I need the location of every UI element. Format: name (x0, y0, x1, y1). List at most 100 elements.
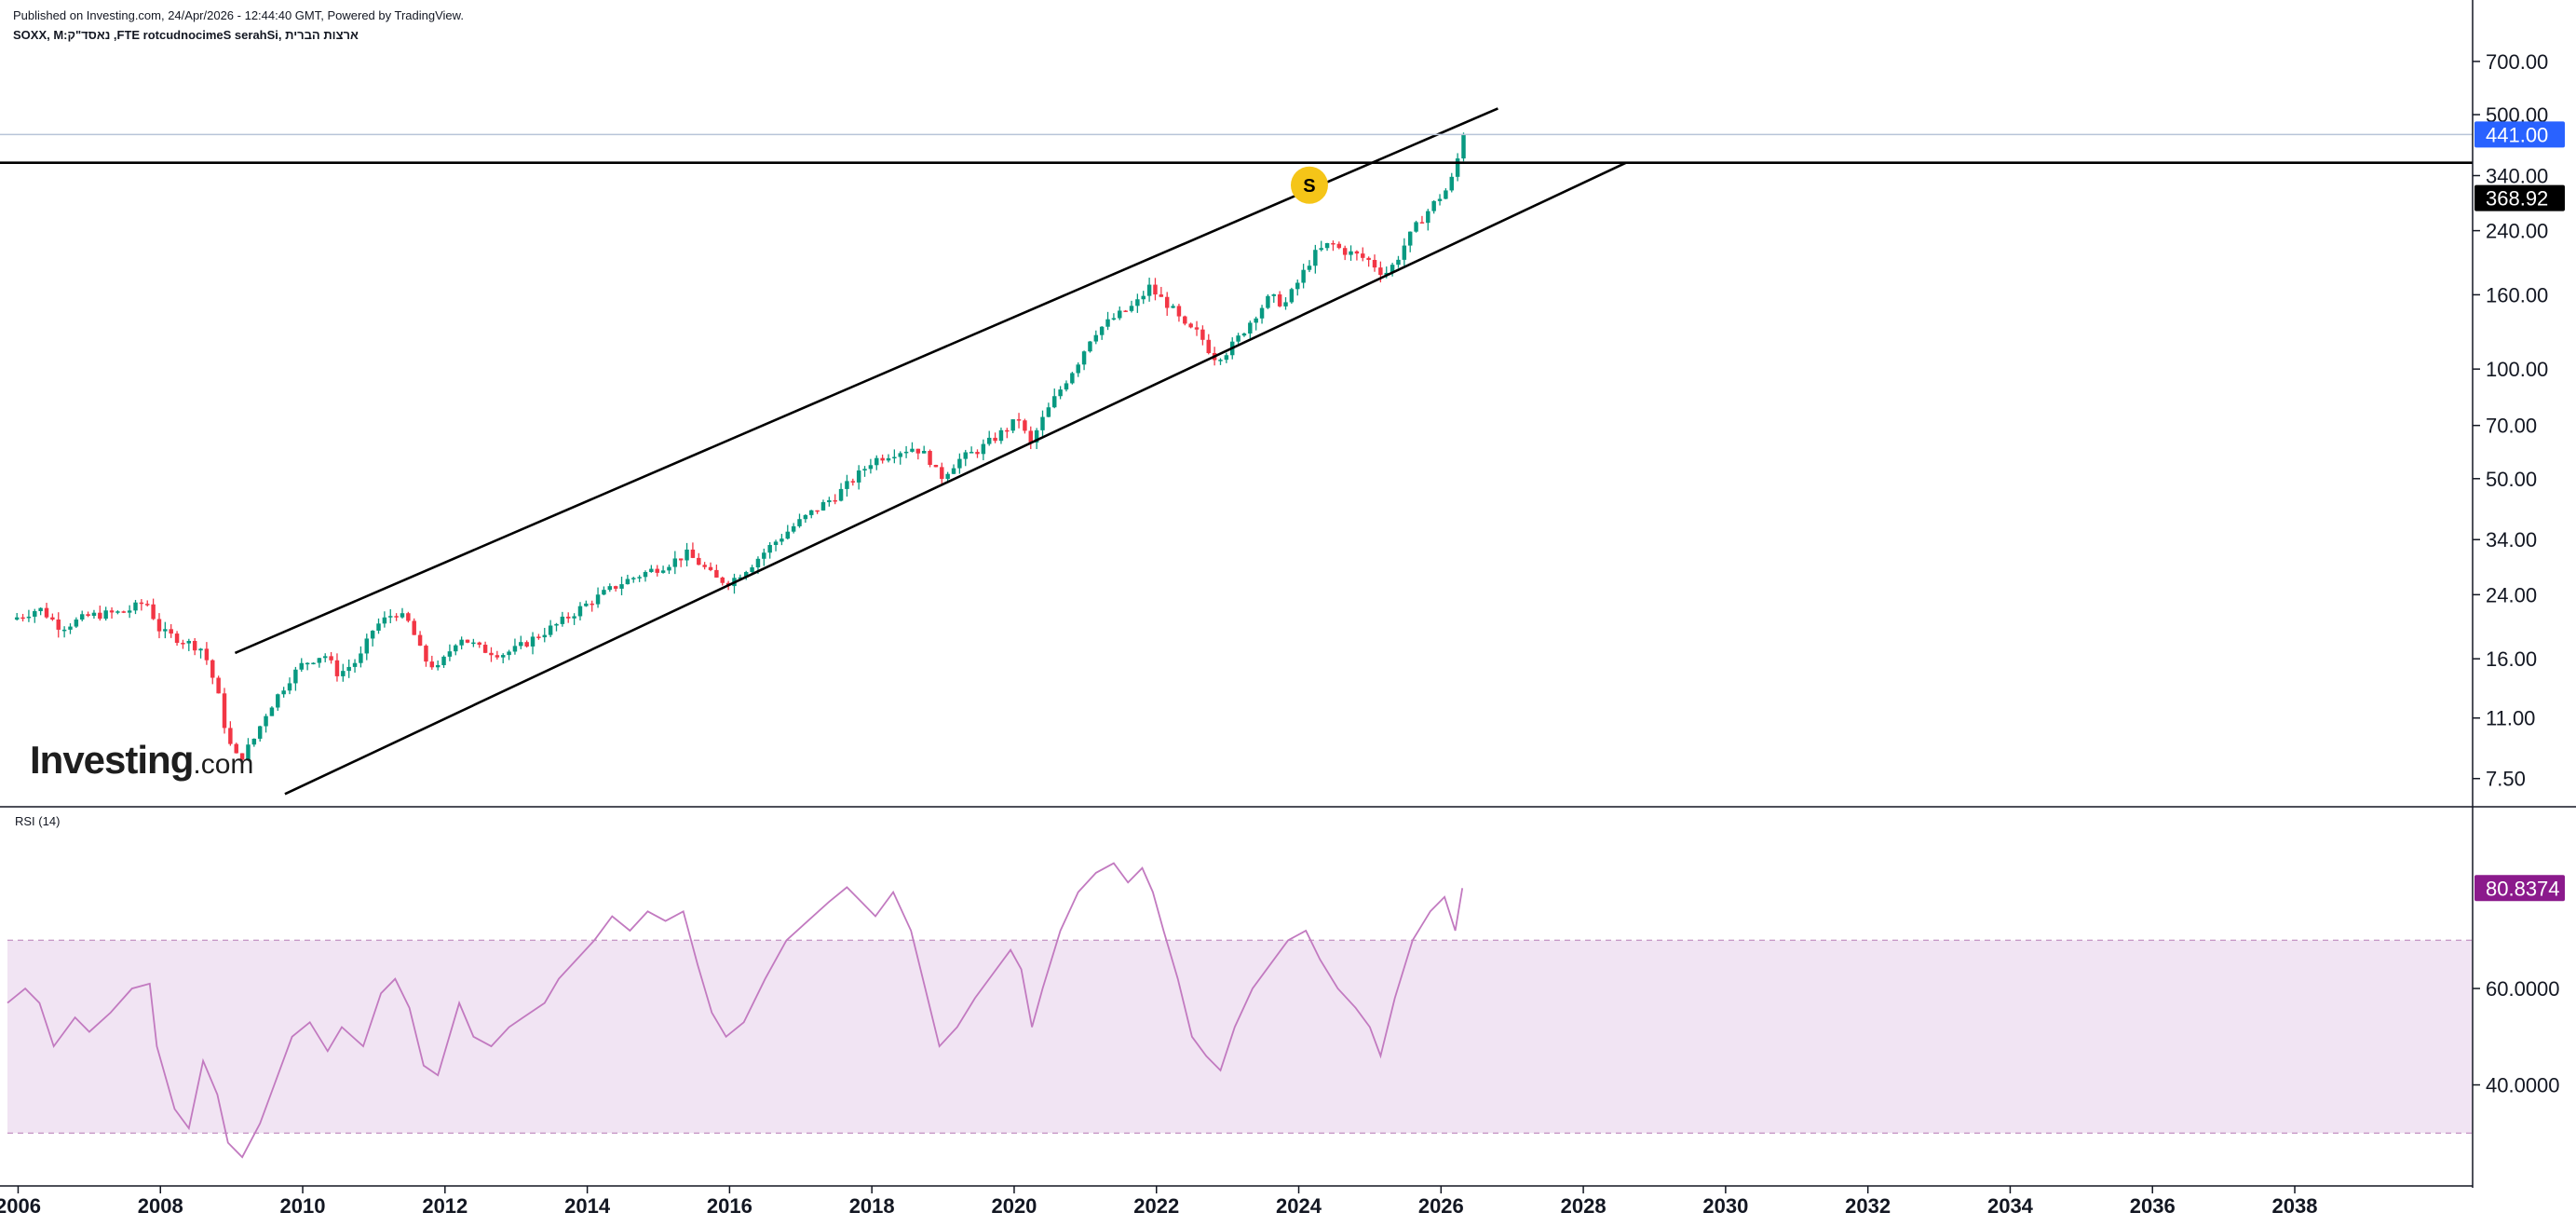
candle-body (1164, 296, 1170, 308)
candle-body (364, 638, 370, 654)
event-marker[interactable]: S (1290, 166, 1328, 204)
candle-body (435, 664, 441, 668)
candle-body (1141, 295, 1146, 300)
candle-body (928, 451, 932, 466)
candle-body (868, 465, 874, 470)
candle-body (940, 467, 944, 480)
candle-body (910, 448, 915, 452)
candle-body (1081, 351, 1087, 365)
candle-body (429, 661, 435, 668)
candle-body (1005, 429, 1010, 432)
candle-body (780, 538, 784, 542)
y-tick-label: 24.00 (2486, 583, 2537, 606)
candle-body (874, 457, 879, 466)
candle-body (281, 690, 286, 695)
candle-body (595, 594, 601, 605)
rsi-value-badge: 80.8374 (2474, 875, 2565, 902)
x-tick-label: 2038 (2272, 1194, 2318, 1218)
last-price-badge-text: 441.00 (2486, 123, 2548, 146)
candle-body (850, 481, 856, 483)
candle-body (251, 738, 257, 745)
candle-body (1414, 222, 1418, 232)
candle-body (257, 726, 263, 739)
channel-upper-trendline[interactable] (234, 107, 1498, 655)
candle-body (1040, 416, 1045, 430)
candle-body (145, 604, 150, 606)
candle-body (424, 646, 428, 662)
rsi-pane[interactable] (7, 862, 2473, 1159)
candle-body (276, 694, 280, 708)
candle-body (222, 693, 227, 729)
candle-body (1200, 329, 1205, 340)
candle-body (1313, 250, 1318, 266)
candle-body (738, 577, 743, 579)
candle-body (204, 648, 210, 661)
candle-body (833, 499, 837, 502)
candle-body (714, 569, 719, 578)
candle-body (613, 586, 618, 589)
candle-body (1135, 299, 1140, 306)
rsi-indicator-label[interactable]: RSI (14) (15, 814, 61, 828)
candle-body (643, 572, 648, 578)
candle-body (607, 586, 613, 591)
candle-body (1064, 383, 1069, 390)
channel-lower-trendline[interactable] (284, 161, 1627, 796)
candle-body (791, 525, 796, 532)
candle-body (68, 626, 73, 630)
price-pane[interactable]: S (0, 107, 2473, 796)
candle-body (139, 602, 144, 605)
candle-body (838, 488, 844, 501)
candle-body (388, 616, 393, 618)
candle-body (1449, 176, 1454, 191)
candle-body (1419, 222, 1425, 224)
candle-body (50, 617, 55, 620)
level-price-badge-text: 368.92 (2486, 187, 2548, 211)
candle-body (708, 566, 713, 570)
candle-body (1444, 190, 1448, 199)
candle-body (1319, 248, 1323, 251)
candle-body (471, 642, 476, 645)
candle-body (1016, 419, 1022, 421)
candle-body (346, 666, 351, 672)
candle-body (975, 452, 980, 455)
candle-body (417, 634, 423, 647)
candle-body (697, 557, 701, 565)
candle-body (957, 458, 962, 469)
candle-body (311, 662, 316, 665)
candle-body (489, 652, 494, 656)
candle-body (334, 660, 340, 676)
candle-body (637, 577, 642, 579)
candle-body (1034, 429, 1039, 443)
candle-body (880, 457, 885, 461)
candle-body (352, 662, 358, 667)
candle-body (412, 620, 416, 635)
candle-body (269, 707, 275, 716)
candle-body (156, 619, 162, 632)
candle-body (482, 645, 488, 653)
candle-body (767, 544, 772, 553)
candle-body (1407, 231, 1413, 246)
event-marker-circle[interactable] (1290, 166, 1328, 204)
candle-body (1455, 158, 1460, 177)
rsi-value-badge-text: 80.8374 (2486, 877, 2560, 900)
candle-body (1046, 407, 1051, 417)
rsi-band (7, 940, 2473, 1134)
candle-body (400, 613, 405, 618)
candle-body (151, 604, 156, 620)
logo-wordmark: Investing (30, 738, 194, 782)
y-tick-label: 16.00 (2486, 647, 2537, 671)
candle-body (750, 566, 754, 573)
candle-body (1254, 318, 1258, 323)
candle-body (1028, 430, 1034, 443)
x-tick-label: 2020 (991, 1194, 1037, 1218)
x-tick-label: 2024 (1276, 1194, 1322, 1218)
event-marker-label: S (1303, 176, 1315, 197)
x-tick-label: 2016 (707, 1194, 752, 1218)
candle-body (1372, 260, 1377, 268)
price-badges: 441.00 368.92 80.8374 (2474, 121, 2565, 902)
candle-body (1301, 269, 1306, 283)
candle-body (809, 510, 814, 515)
candle-body (667, 566, 671, 571)
candle-body (1461, 134, 1466, 159)
